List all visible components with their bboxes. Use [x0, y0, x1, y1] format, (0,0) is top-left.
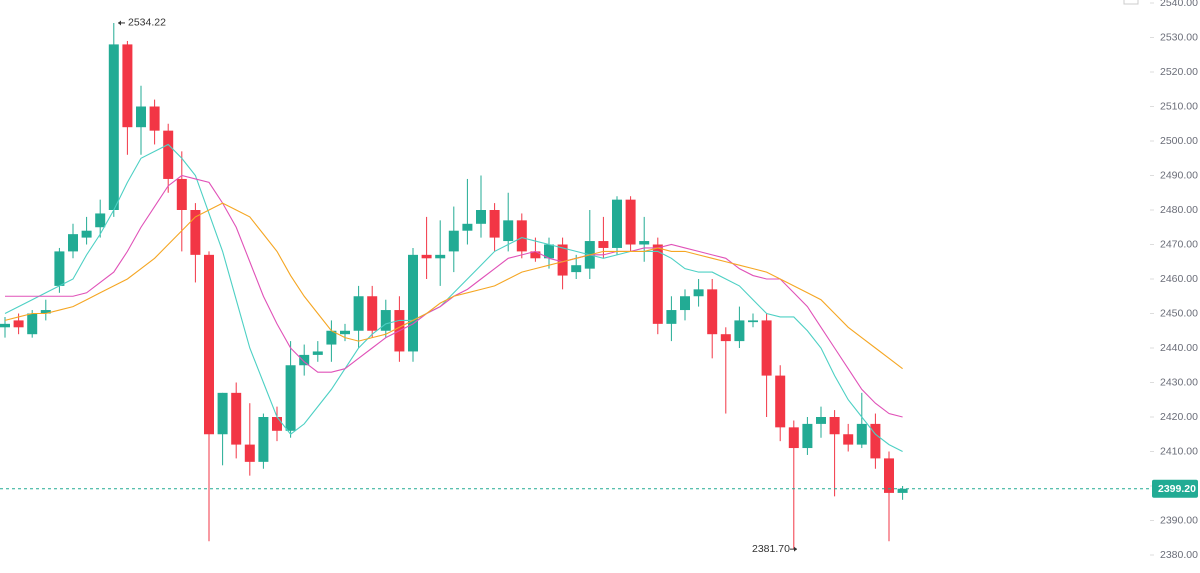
candle-body: [693, 289, 704, 297]
high-arrow-head: [118, 20, 121, 26]
candle-body: [544, 244, 554, 259]
y-tick-label: 2520.00: [1160, 66, 1198, 78]
high-annotation: 2534.22: [128, 17, 166, 29]
candle-body: [435, 254, 446, 259]
y-tick-label: 2380.00: [1160, 549, 1198, 561]
candle-body: [856, 423, 867, 445]
candle-body: [408, 254, 418, 352]
candle-body: [707, 289, 718, 335]
candle-body: [204, 254, 214, 435]
candle-body: [503, 220, 514, 242]
candle-body: [870, 423, 881, 459]
candle-body: [81, 230, 92, 238]
y-tick-label: 2420.00: [1160, 411, 1198, 423]
candle-body: [489, 210, 500, 238]
candle-body: [421, 254, 432, 259]
candle-body: [258, 417, 269, 462]
candle-body: [149, 106, 160, 131]
candle-body: [843, 434, 854, 445]
moving-average-line: [4, 143, 903, 452]
candle-body: [231, 392, 242, 445]
candle-body: [367, 296, 378, 331]
candle-body: [244, 444, 255, 462]
y-tick-label: 2480.00: [1160, 204, 1198, 216]
candle-body: [897, 488, 908, 493]
candle-body: [176, 178, 187, 210]
candle-body: [557, 244, 568, 276]
candle-body: [734, 320, 745, 342]
y-tick-label: 2390.00: [1160, 514, 1198, 526]
y-tick-label: 2510.00: [1160, 100, 1198, 112]
candle-body: [612, 199, 622, 248]
candle-body: [516, 220, 527, 252]
low-annotation: 2381.70: [752, 543, 790, 555]
candle-body: [326, 330, 337, 345]
candle-body: [68, 234, 78, 252]
candle-body: [639, 241, 650, 245]
y-tick-label: 2470.00: [1160, 238, 1198, 250]
candle-body: [476, 210, 486, 224]
candle-body: [13, 320, 24, 328]
candle-body: [598, 241, 609, 248]
candle-body: [652, 244, 663, 324]
y-tick-label: 2490.00: [1160, 169, 1198, 181]
moving-average-line: [4, 202, 903, 370]
y-tick-label: 2410.00: [1160, 445, 1198, 457]
candle-body: [748, 320, 758, 323]
candle-body: [217, 392, 228, 435]
y-tick-label: 2530.00: [1160, 31, 1198, 43]
candle-body: [27, 313, 38, 335]
candle-body: [272, 417, 282, 431]
candle-body: [884, 458, 894, 493]
candle-body: [775, 375, 786, 428]
candle-body: [163, 130, 174, 179]
last-price-box: [1152, 479, 1198, 498]
candle-body: [761, 320, 772, 376]
candle-body: [136, 106, 146, 128]
candle-body: [190, 210, 201, 255]
candle-body: [720, 334, 731, 342]
candle-body: [40, 310, 51, 314]
y-tick-label: 2450.00: [1160, 307, 1198, 319]
candle-body: [625, 199, 636, 245]
candle-body: [380, 310, 391, 331]
candle-body: [95, 213, 106, 228]
y-tick-label: 2460.00: [1160, 273, 1198, 285]
candle-body: [285, 365, 296, 431]
y-tick-label: 2540.00: [1160, 0, 1198, 9]
candle-body: [788, 427, 799, 449]
candle-body: [340, 330, 350, 335]
low-arrow-head: [794, 546, 797, 552]
candle-body: [571, 265, 582, 273]
candle-body: [108, 44, 119, 211]
candle-body: [462, 223, 473, 231]
candle-body: [829, 417, 840, 435]
candle-body: [54, 251, 65, 286]
candle-body: [680, 296, 690, 311]
candle-body: [448, 230, 459, 252]
candle-body: [530, 251, 541, 259]
corner-button[interactable]: [1123, 0, 1139, 5]
candle-body: [312, 351, 323, 355]
y-tick-label: 2440.00: [1160, 342, 1198, 354]
candle-body: [353, 296, 364, 331]
candle-body: [802, 423, 813, 449]
candle-body: [816, 417, 826, 424]
y-tick-label: 2500.00: [1160, 135, 1198, 147]
last-price-label: 2399.20: [1158, 483, 1196, 495]
candle-body: [299, 354, 310, 366]
y-tick-label: 2430.00: [1160, 376, 1198, 388]
candle-body: [0, 323, 10, 328]
candle-body: [122, 44, 133, 128]
candle-body: [666, 310, 677, 324]
